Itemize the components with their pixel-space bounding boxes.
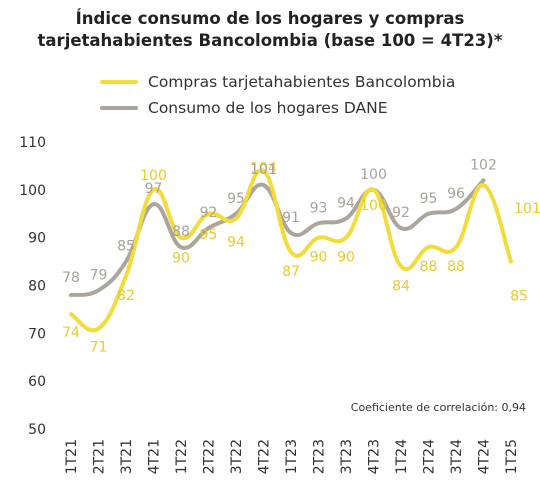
data-label-compras: 88 xyxy=(420,259,438,275)
data-label-consumo: 95 xyxy=(227,191,245,207)
x-tick-label: 1T24 xyxy=(394,439,410,474)
data-label-compras: 85 xyxy=(510,289,528,305)
x-tick-label: 3T22 xyxy=(229,439,245,474)
data-label-compras: 82 xyxy=(117,288,135,304)
legend-label-consumo: Consumo de los hogares DANE xyxy=(148,99,388,117)
data-label-compras: 100 xyxy=(360,198,387,214)
data-label-compras: 74 xyxy=(62,325,80,341)
data-labels: 74 71 82 100 90 95 94 104 87 90 90 100 84 88 88 101 85 78… xyxy=(62,157,540,355)
x-tick-label: 3T24 xyxy=(449,439,465,474)
y-tick-label: 50 xyxy=(28,422,46,438)
x-tick-label: 3T21 xyxy=(119,439,135,474)
chart-title: Índice consumo de los hogares y compras … xyxy=(0,8,540,52)
x-tick-label: 3T23 xyxy=(339,439,355,474)
data-label-compras: 87 xyxy=(282,264,300,280)
data-label-compras: 90 xyxy=(310,250,328,266)
data-label-consumo: 95 xyxy=(420,191,438,207)
series-lines xyxy=(69,168,513,333)
legend-item-consumo: Consumo de los hogares DANE xyxy=(100,95,455,121)
y-tick-label: 70 xyxy=(28,326,46,342)
data-label-compras: 104 xyxy=(250,161,277,177)
data-label-compras: 94 xyxy=(227,235,245,251)
data-label-compras: 90 xyxy=(337,250,355,266)
y-axis-ticks: 50 60 70 80 90 100 110 xyxy=(19,135,46,438)
correlation-note: Coeficiente de correlación: 0,94 xyxy=(350,401,526,414)
data-label-consumo: 88 xyxy=(172,224,190,240)
data-label-consumo: 101 xyxy=(250,162,277,178)
data-label-consumo: 94 xyxy=(337,196,355,212)
data-label-consumo: 97 xyxy=(145,181,163,197)
legend-item-compras: Compras tarjetahabientes Bancolombia xyxy=(100,69,455,95)
data-label-compras: 101 xyxy=(514,201,540,217)
y-tick-label: 100 xyxy=(19,183,46,199)
series-line-compras xyxy=(69,168,513,333)
x-tick-label: 1T23 xyxy=(284,439,300,474)
data-label-consumo: 91 xyxy=(282,210,300,226)
legend-label-compras: Compras tarjetahabientes Bancolombia xyxy=(148,73,456,91)
x-tick-label: 4T22 xyxy=(257,439,273,474)
data-label-compras: 90 xyxy=(172,251,190,267)
legend-swatch-compras xyxy=(100,80,138,84)
y-tick-label: 110 xyxy=(19,135,46,151)
data-label-consumo: 93 xyxy=(310,200,328,216)
x-axis-ticks: 1T21 2T21 3T21 4T21 1T22 2T22 3T22 4T22 1T23 2T23… xyxy=(64,439,520,474)
x-tick-label: 2T21 xyxy=(92,439,108,474)
data-label-consumo: 79 xyxy=(90,267,108,283)
x-tick-label: 2T22 xyxy=(202,439,218,474)
data-label-consumo: 102 xyxy=(470,157,497,173)
data-label-compras: 71 xyxy=(90,340,108,356)
data-label-consumo: 92 xyxy=(200,205,218,221)
data-label-compras: 100 xyxy=(140,168,167,184)
x-tick-label: 4T23 xyxy=(367,439,383,474)
data-label-consumo: 92 xyxy=(392,205,410,221)
data-label-consumo: 78 xyxy=(62,270,80,286)
x-tick-label: 1T25 xyxy=(504,439,520,474)
legend-swatch-consumo xyxy=(100,106,138,110)
x-tick-label: 1T21 xyxy=(64,439,80,474)
x-tick-label: 4T24 xyxy=(477,439,493,474)
chart-title-line-1: Índice consumo de los hogares y compras xyxy=(75,9,465,28)
x-tick-label: 1T22 xyxy=(174,439,190,474)
x-tick-label: 4T21 xyxy=(147,439,163,474)
x-tick-label: 2T24 xyxy=(422,439,438,474)
data-label-compras: 88 xyxy=(447,259,465,275)
y-tick-label: 60 xyxy=(28,374,46,390)
data-label-compras: 84 xyxy=(392,278,410,294)
legend: Compras tarjetahabientes Bancolombia Con… xyxy=(100,69,455,121)
data-label-consumo: 96 xyxy=(447,186,465,202)
chart-title-line-2: tarjetahabientes Bancolombia (base 100 =… xyxy=(37,31,503,50)
x-tick-label: 2T23 xyxy=(312,439,328,474)
data-label-compras: 95 xyxy=(200,227,218,243)
y-tick-label: 80 xyxy=(28,279,46,295)
data-label-consumo: 100 xyxy=(360,167,387,183)
data-label-consumo: 85 xyxy=(117,239,135,255)
y-tick-label: 90 xyxy=(28,231,46,247)
